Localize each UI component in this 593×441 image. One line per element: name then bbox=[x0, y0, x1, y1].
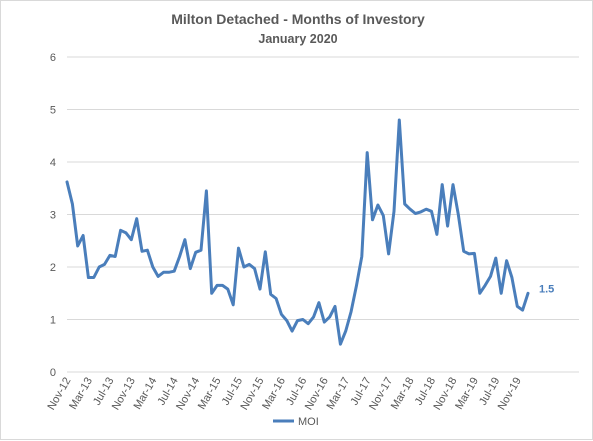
x-axis-ticks: Nov-12Mar-13Jul-13Nov-13Mar-14Jul-14Nov-… bbox=[45, 376, 523, 413]
y-tick-label: 3 bbox=[50, 210, 56, 222]
chart-title: Milton Detached - Months of Investory bbox=[171, 11, 425, 27]
end-value-label: 1.5 bbox=[539, 283, 554, 295]
y-tick-label: 4 bbox=[50, 157, 56, 169]
y-tick-label: 5 bbox=[50, 105, 56, 117]
y-tick-label: 2 bbox=[50, 262, 56, 274]
y-tick-label: 1 bbox=[50, 315, 56, 327]
y-tick-label: 0 bbox=[50, 367, 56, 379]
series-line-moi bbox=[65, 118, 530, 346]
chart-subtitle: January 2020 bbox=[258, 32, 337, 46]
legend: MOI bbox=[273, 416, 319, 428]
legend-label: MOI bbox=[298, 416, 319, 428]
y-axis-ticks: 0 1 2 3 4 5 6 bbox=[50, 52, 56, 379]
series-layer bbox=[65, 118, 530, 346]
y-tick-label: 6 bbox=[50, 52, 56, 64]
gridlines bbox=[67, 56, 579, 373]
